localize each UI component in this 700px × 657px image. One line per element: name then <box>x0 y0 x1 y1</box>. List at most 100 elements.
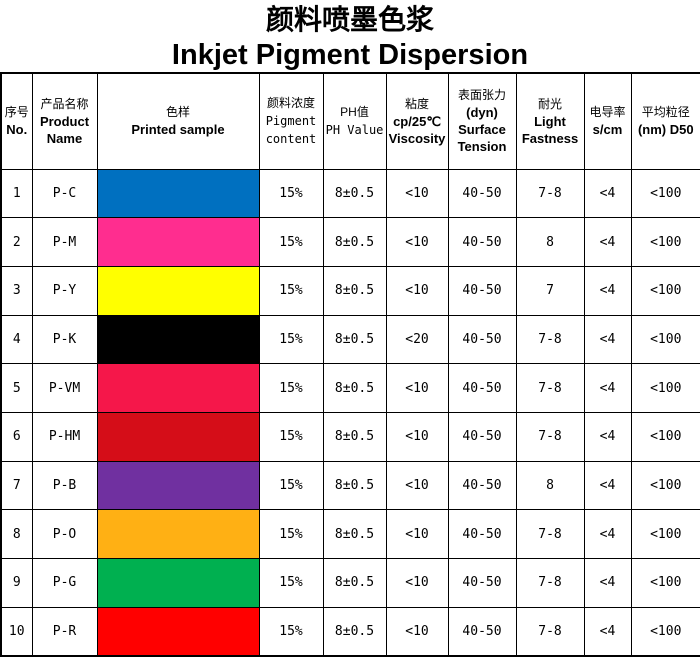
cell-light-fastness: 7-8 <box>516 607 584 656</box>
cell-particle-size: <100 <box>631 559 700 608</box>
header-en: (dyn) Surface Tension <box>458 105 507 154</box>
header-cn: PH值 <box>324 104 386 121</box>
cell-product-name: P-O <box>32 510 97 559</box>
header-en: PH Value <box>326 123 384 137</box>
header-en: Product Name <box>40 114 89 146</box>
cell-viscosity: <10 <box>386 461 448 510</box>
header-surface-tension: 表面张力(dyn) Surface Tension <box>448 73 516 169</box>
cell-product-name: P-Y <box>32 266 97 315</box>
cell-pigment-content: 15% <box>259 266 323 315</box>
cell-no: 1 <box>1 169 32 218</box>
title-chinese: 颜料喷墨色浆 <box>0 0 700 38</box>
cell-pigment-content: 15% <box>259 607 323 656</box>
cell-light-fastness: 7-8 <box>516 169 584 218</box>
cell-conductivity: <4 <box>584 461 631 510</box>
header-en: cp/25℃ Viscosity <box>389 114 446 146</box>
cell-surface-tension: 40-50 <box>448 607 516 656</box>
cell-light-fastness: 7 <box>516 266 584 315</box>
color-swatch <box>98 462 259 510</box>
cell-conductivity: <4 <box>584 315 631 364</box>
header-cn: 色样 <box>98 104 259 121</box>
header-cn: 粘度 <box>387 96 448 113</box>
header-en: Printed sample <box>131 122 224 137</box>
cell-no: 6 <box>1 412 32 461</box>
cell-viscosity: <10 <box>386 169 448 218</box>
cell-product-name: P-G <box>32 559 97 608</box>
cell-conductivity: <4 <box>584 559 631 608</box>
cell-pigment-content: 15% <box>259 412 323 461</box>
header-en: s/cm <box>593 122 623 137</box>
cell-light-fastness: 7-8 <box>516 412 584 461</box>
header-en: No. <box>6 122 27 137</box>
cell-ph-value: 8±0.5 <box>323 218 386 267</box>
cell-product-name: P-HM <box>32 412 97 461</box>
header-cn: 表面张力 <box>449 87 516 104</box>
header-cn: 颜料浓度 <box>260 95 323 112</box>
cell-ph-value: 8±0.5 <box>323 412 386 461</box>
color-swatch <box>98 170 259 218</box>
cell-particle-size: <100 <box>631 169 700 218</box>
cell-no: 3 <box>1 266 32 315</box>
color-swatch <box>98 510 259 558</box>
cell-pigment-content: 15% <box>259 315 323 364</box>
cell-conductivity: <4 <box>584 412 631 461</box>
cell-light-fastness: 7-8 <box>516 559 584 608</box>
cell-particle-size: <100 <box>631 412 700 461</box>
cell-light-fastness: 7-8 <box>516 364 584 413</box>
cell-conductivity: <4 <box>584 169 631 218</box>
cell-surface-tension: 40-50 <box>448 510 516 559</box>
header-en: Pigment content <box>266 114 317 146</box>
cell-light-fastness: 8 <box>516 461 584 510</box>
cell-viscosity: <10 <box>386 607 448 656</box>
cell-product-name: P-R <box>32 607 97 656</box>
cell-no: 2 <box>1 218 32 267</box>
header-cn: 电导率 <box>585 104 631 121</box>
cell-pigment-content: 15% <box>259 364 323 413</box>
color-swatch <box>98 413 259 461</box>
cell-pigment-content: 15% <box>259 461 323 510</box>
cell-viscosity: <10 <box>386 218 448 267</box>
cell-viscosity: <10 <box>386 364 448 413</box>
header-en: (nm) D50 <box>638 122 694 137</box>
cell-no: 7 <box>1 461 32 510</box>
cell-no: 5 <box>1 364 32 413</box>
cell-particle-size: <100 <box>631 510 700 559</box>
cell-conductivity: <4 <box>584 364 631 413</box>
cell-surface-tension: 40-50 <box>448 364 516 413</box>
cell-viscosity: <10 <box>386 510 448 559</box>
color-swatch <box>98 559 259 607</box>
cell-pigment-content: 15% <box>259 510 323 559</box>
cell-pigment-content: 15% <box>259 559 323 608</box>
color-swatch-cell <box>97 607 259 656</box>
cell-ph-value: 8±0.5 <box>323 510 386 559</box>
cell-no: 9 <box>1 559 32 608</box>
header-cn: 耐光 <box>517 96 584 113</box>
cell-particle-size: <100 <box>631 461 700 510</box>
cell-conductivity: <4 <box>584 510 631 559</box>
color-swatch-cell <box>97 559 259 608</box>
cell-pigment-content: 15% <box>259 169 323 218</box>
cell-particle-size: <100 <box>631 364 700 413</box>
cell-no: 4 <box>1 315 32 364</box>
cell-surface-tension: 40-50 <box>448 559 516 608</box>
cell-light-fastness: 7-8 <box>516 510 584 559</box>
color-swatch <box>98 316 259 364</box>
cell-ph-value: 8±0.5 <box>323 169 386 218</box>
color-swatch <box>98 364 259 412</box>
cell-surface-tension: 40-50 <box>448 218 516 267</box>
color-swatch <box>98 267 259 315</box>
header-cn: 序号 <box>2 104 32 121</box>
color-swatch-cell <box>97 412 259 461</box>
